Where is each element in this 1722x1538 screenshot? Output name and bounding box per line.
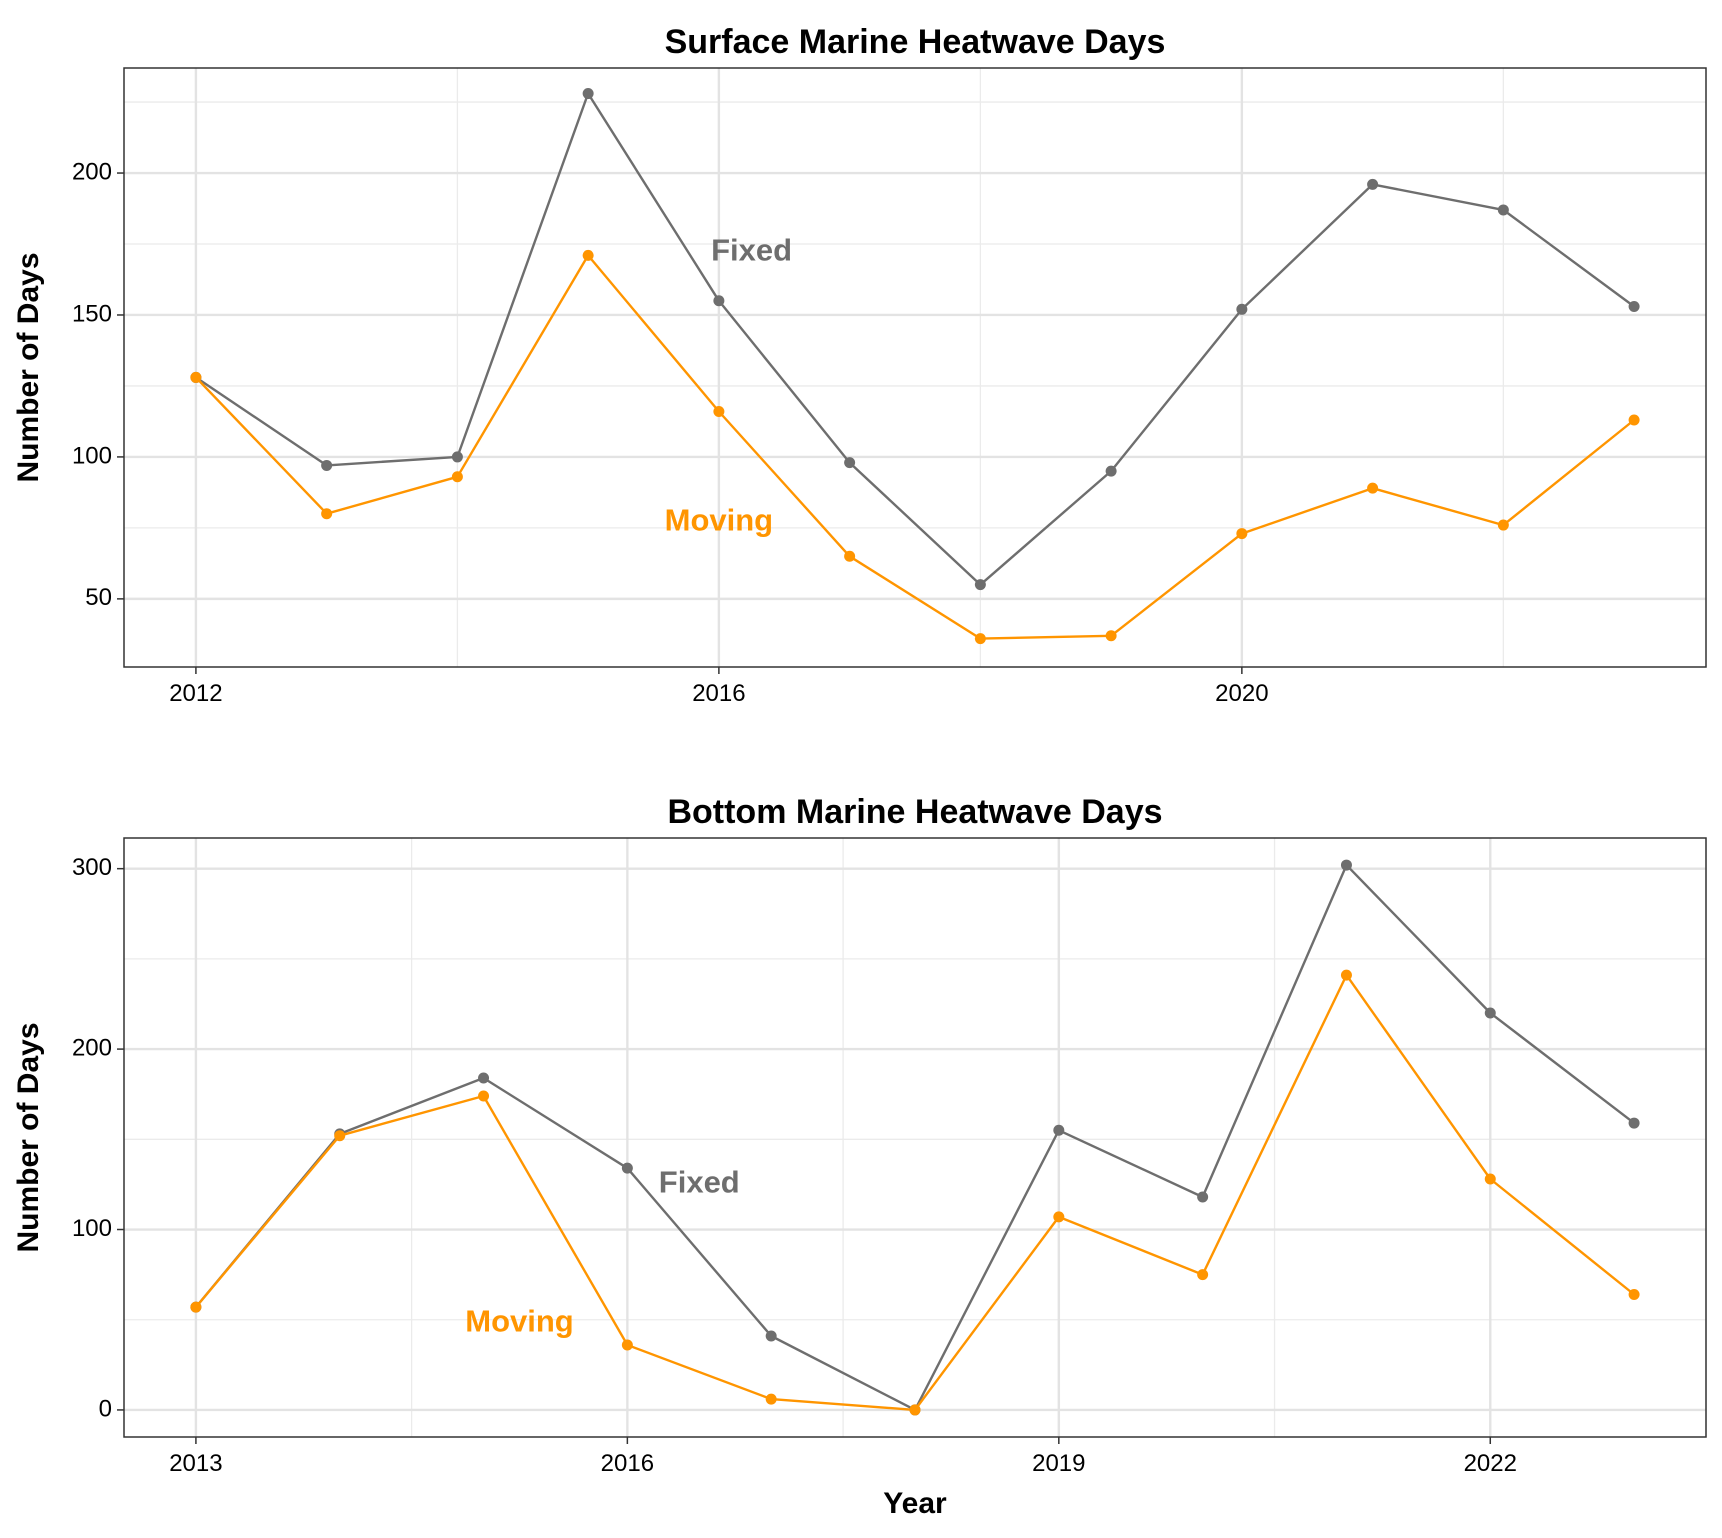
chart-title: Surface Marine Heatwave Days <box>665 23 1166 61</box>
data-point-fixed <box>1484 1007 1496 1019</box>
y-tick-label: 200 <box>72 158 112 185</box>
y-tick-label: 100 <box>72 442 112 469</box>
data-point-fixed <box>1367 178 1379 190</box>
data-point-moving <box>1236 528 1248 540</box>
data-point-fixed <box>582 88 594 100</box>
data-point-moving <box>190 1301 202 1313</box>
series-line-fixed <box>195 92 1635 586</box>
y-tick-label: 200 <box>72 1034 112 1061</box>
data-point-moving <box>713 406 725 418</box>
data-point-moving <box>1340 969 1352 981</box>
data-point-fixed <box>621 1162 633 1174</box>
x-tick-label: 2012 <box>169 680 222 707</box>
series-fixed <box>190 88 1640 591</box>
plot-area <box>124 68 1706 667</box>
chart-panel-2: Fixed Moving 0 100 200 300 2013 2016 2019 2022 Bot… <box>12 793 1707 1520</box>
data-point-fixed <box>451 451 463 463</box>
series-label-fixed: Fixed <box>659 1165 740 1200</box>
y-tick-label: 300 <box>72 854 112 881</box>
data-point-moving <box>1484 1173 1496 1185</box>
data-point-moving <box>1497 519 1509 531</box>
data-point-fixed <box>1497 204 1509 216</box>
y-axis-label: Number of Days <box>12 1022 45 1252</box>
data-point-moving <box>765 1393 777 1405</box>
x-tick-label: 2022 <box>1464 1450 1517 1477</box>
data-point-moving <box>621 1339 633 1351</box>
data-point-fixed <box>478 1072 490 1084</box>
data-point-moving <box>1628 414 1640 426</box>
data-point-moving <box>478 1090 490 1102</box>
data-point-moving <box>844 550 856 562</box>
data-point-fixed <box>1340 859 1352 871</box>
series-moving <box>190 969 1640 1416</box>
series-label-moving: Moving <box>465 1304 574 1339</box>
data-point-fixed <box>765 1330 777 1342</box>
data-point-moving <box>1053 1211 1065 1223</box>
data-point-moving <box>1197 1269 1209 1281</box>
data-point-fixed <box>1053 1124 1065 1136</box>
y-tick-label: 100 <box>72 1215 112 1242</box>
x-axis-label: Year <box>883 1487 947 1520</box>
data-point-moving <box>334 1130 346 1142</box>
chart-title: Bottom Marine Heatwave Days <box>667 793 1162 831</box>
data-point-moving <box>451 471 463 483</box>
plot-area <box>124 838 1706 1437</box>
data-point-moving <box>190 371 202 383</box>
x-tick-label: 2016 <box>601 1450 654 1477</box>
data-point-fixed <box>1197 1191 1209 1203</box>
data-point-moving <box>1628 1288 1640 1300</box>
data-point-moving <box>1367 482 1379 494</box>
series-line-moving <box>195 254 1635 640</box>
x-tick-label: 2020 <box>1215 680 1268 707</box>
gridlines <box>124 68 1706 667</box>
x-tick-label: 2013 <box>169 1450 222 1477</box>
y-tick-label: 50 <box>85 584 112 611</box>
y-tick-label: 150 <box>72 300 112 327</box>
data-point-moving <box>909 1404 921 1416</box>
x-tick-label: 2016 <box>692 680 745 707</box>
data-point-moving <box>582 249 594 261</box>
data-point-fixed <box>1628 1117 1640 1129</box>
data-point-fixed <box>974 579 986 591</box>
data-point-fixed <box>1628 300 1640 312</box>
series-label-moving: Moving <box>665 502 774 537</box>
y-tick-label: 0 <box>99 1395 112 1422</box>
plot-border <box>123 837 1707 1438</box>
data-point-fixed <box>713 295 725 307</box>
plot-border <box>123 67 1707 668</box>
data-point-fixed <box>844 457 856 469</box>
chart-panel-1: Fixed Moving 50 100 150 200 2012 2016 2020 Surfac… <box>12 23 1707 707</box>
series-label-fixed: Fixed <box>711 233 792 268</box>
gridlines <box>124 838 1707 1437</box>
data-point-fixed <box>321 459 333 471</box>
data-point-moving <box>1105 630 1117 642</box>
series-moving <box>190 249 1640 645</box>
x-tick-label: 2019 <box>1032 1450 1085 1477</box>
data-point-fixed <box>1105 465 1117 477</box>
data-point-moving <box>321 508 333 520</box>
y-axis-label: Number of Days <box>12 252 45 482</box>
data-point-fixed <box>1236 303 1248 315</box>
data-point-moving <box>974 633 986 645</box>
